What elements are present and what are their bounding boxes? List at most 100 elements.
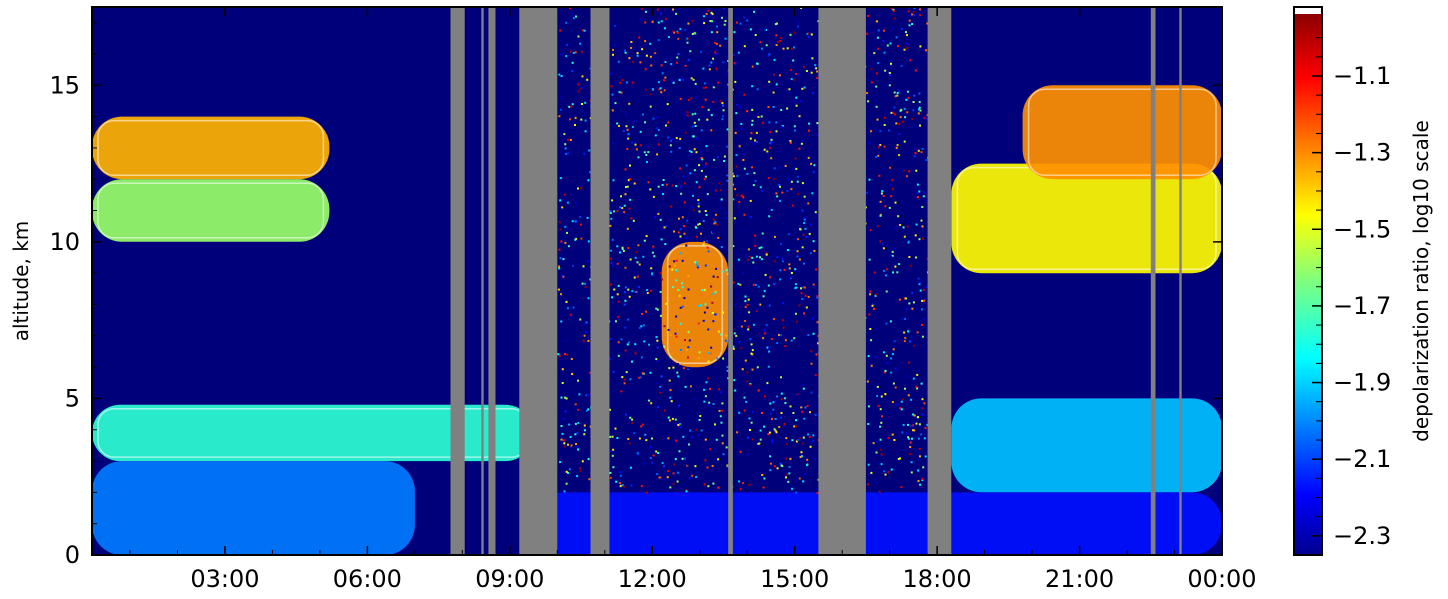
noise-speck xyxy=(908,19,911,22)
noise-speck xyxy=(695,86,698,89)
noise-speck xyxy=(884,69,887,72)
noise-speck xyxy=(638,36,641,39)
noise-speck xyxy=(704,459,707,462)
noise-speck xyxy=(781,257,784,260)
noise-speck xyxy=(577,408,580,411)
x-tick-label: 06:00 xyxy=(333,565,402,593)
noise-speck xyxy=(703,388,706,391)
noise-speck xyxy=(888,254,891,257)
noise-speck xyxy=(562,275,565,278)
noise-speck xyxy=(611,109,614,112)
noise-speck xyxy=(762,388,765,391)
noise-speck xyxy=(576,432,579,435)
noise-speck xyxy=(878,174,881,177)
noise-speck xyxy=(582,126,585,129)
noise-speck xyxy=(584,101,587,104)
noise-speck xyxy=(622,129,625,132)
noise-speck xyxy=(655,381,658,384)
noise-speck xyxy=(558,248,561,251)
noise-speck xyxy=(571,264,574,267)
noise-speck xyxy=(577,187,579,190)
noise-speck xyxy=(906,42,909,45)
noise-speck xyxy=(631,422,634,424)
noise-speck xyxy=(624,266,627,269)
noise-speck xyxy=(629,378,632,381)
noise-speck xyxy=(816,492,819,494)
noise-speck xyxy=(899,407,901,410)
noise-speck xyxy=(709,388,711,391)
noise-speck xyxy=(886,362,889,364)
noise-speck xyxy=(714,222,717,225)
noise-speck xyxy=(923,299,926,302)
noise-speck xyxy=(764,332,767,335)
noise-speck xyxy=(773,235,776,238)
noise-speck xyxy=(695,235,698,238)
noise-speck xyxy=(696,263,699,266)
noise-speck xyxy=(749,338,752,341)
noise-speck xyxy=(726,353,729,356)
noise-speck xyxy=(793,129,796,132)
noise-speck xyxy=(715,42,718,45)
noise-speck xyxy=(713,448,716,451)
noise-speck xyxy=(708,68,711,71)
noise-speck xyxy=(797,439,799,441)
noise-speck xyxy=(914,69,917,72)
noise-speck xyxy=(716,357,719,360)
noise-speck xyxy=(722,453,725,456)
noise-speck xyxy=(567,152,569,155)
noise-speck xyxy=(701,106,704,108)
noise-speck xyxy=(569,118,571,121)
noise-speck xyxy=(770,462,772,465)
noise-speck xyxy=(757,442,760,445)
noise-speck xyxy=(711,20,713,23)
noise-speck xyxy=(661,184,664,186)
noise-speck xyxy=(706,118,709,121)
noise-speck xyxy=(709,448,712,451)
noise-speck xyxy=(880,448,882,451)
noise-speck xyxy=(889,74,891,77)
noise-speck xyxy=(917,469,920,472)
noise-speck xyxy=(799,115,802,118)
noise-speck xyxy=(686,243,689,245)
noise-speck xyxy=(784,339,787,342)
noise-speck xyxy=(562,417,565,420)
missing-data-bar xyxy=(1179,7,1182,555)
noise-speck xyxy=(892,382,895,385)
noise-speck xyxy=(807,36,810,39)
noise-speck xyxy=(904,317,907,320)
noise-speck xyxy=(732,345,735,348)
noise-speck xyxy=(773,178,776,180)
noise-speck xyxy=(918,190,921,193)
noise-speck xyxy=(690,77,693,80)
noise-speck xyxy=(697,223,700,226)
noise-speck xyxy=(637,286,640,288)
noise-speck xyxy=(584,286,587,288)
noise-speck xyxy=(609,212,612,214)
noise-speck xyxy=(636,275,639,278)
noise-speck xyxy=(668,419,671,422)
noise-speck xyxy=(717,330,720,333)
noise-speck xyxy=(704,86,707,89)
noise-speck xyxy=(587,179,590,182)
noise-speck xyxy=(679,167,682,170)
noise-speck xyxy=(687,288,690,291)
noise-speck xyxy=(577,35,580,38)
noise-speck xyxy=(694,261,697,264)
noise-speck xyxy=(792,412,795,414)
noise-speck xyxy=(880,463,883,466)
noise-speck xyxy=(569,313,572,316)
noise-speck xyxy=(891,187,894,190)
noise-speck xyxy=(736,431,738,434)
noise-speck xyxy=(631,360,633,363)
noise-speck xyxy=(744,300,747,303)
noise-speck xyxy=(759,27,762,30)
noise-speck xyxy=(921,225,924,228)
noise-speck xyxy=(816,296,818,299)
noise-speck xyxy=(641,372,644,375)
noise-speck xyxy=(879,438,882,441)
noise-speck xyxy=(812,170,815,173)
noise-speck xyxy=(798,304,801,307)
noise-speck xyxy=(681,282,683,285)
noise-speck xyxy=(742,281,745,284)
noise-speck xyxy=(687,346,690,349)
